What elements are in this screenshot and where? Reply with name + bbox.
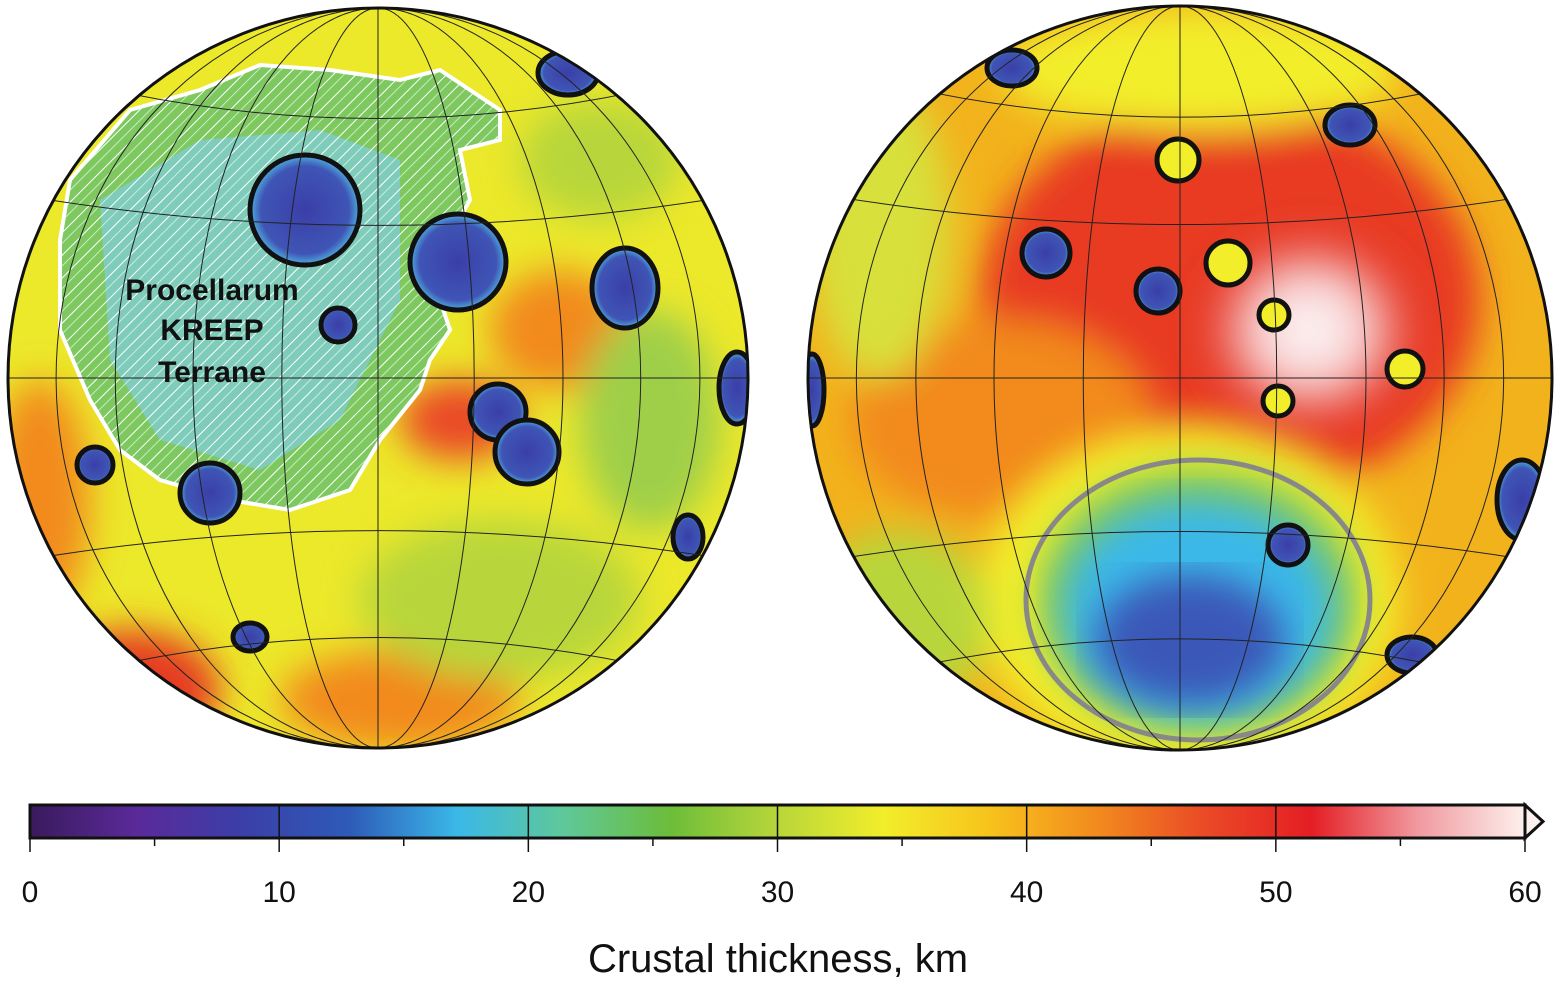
far-side-rim xyxy=(806,4,1554,752)
colorbar-tick-label: 60 xyxy=(1508,876,1541,909)
colorbar-label: Crustal thickness, km xyxy=(588,937,968,981)
parallel xyxy=(808,530,1552,565)
colorbar: Crustal thickness, km 0 10 20 30 40 50 60 xyxy=(22,801,1546,981)
label-line: Terrane xyxy=(158,356,266,389)
colorbar-arrow xyxy=(1523,801,1546,842)
near-side-rim xyxy=(6,6,750,750)
far-side-map xyxy=(808,6,1552,750)
label-line: Procellarum xyxy=(125,274,298,307)
parallel xyxy=(8,192,748,226)
near-side-map xyxy=(8,8,748,748)
colorbar-tick-label: 0 xyxy=(22,876,39,909)
parallel xyxy=(8,530,748,564)
colorbar-tick-label: 40 xyxy=(1010,876,1043,909)
colorbar-tick-label: 10 xyxy=(262,876,295,909)
colorbar-tick-label: 30 xyxy=(761,876,794,909)
parallel xyxy=(808,191,1552,226)
colorbar-tick-label: 20 xyxy=(512,876,545,909)
colorbar-tick-label: 50 xyxy=(1259,876,1292,909)
label-line: KREEP xyxy=(160,314,263,347)
terrane-label: Procellarum KREEP Terrane xyxy=(125,274,298,389)
